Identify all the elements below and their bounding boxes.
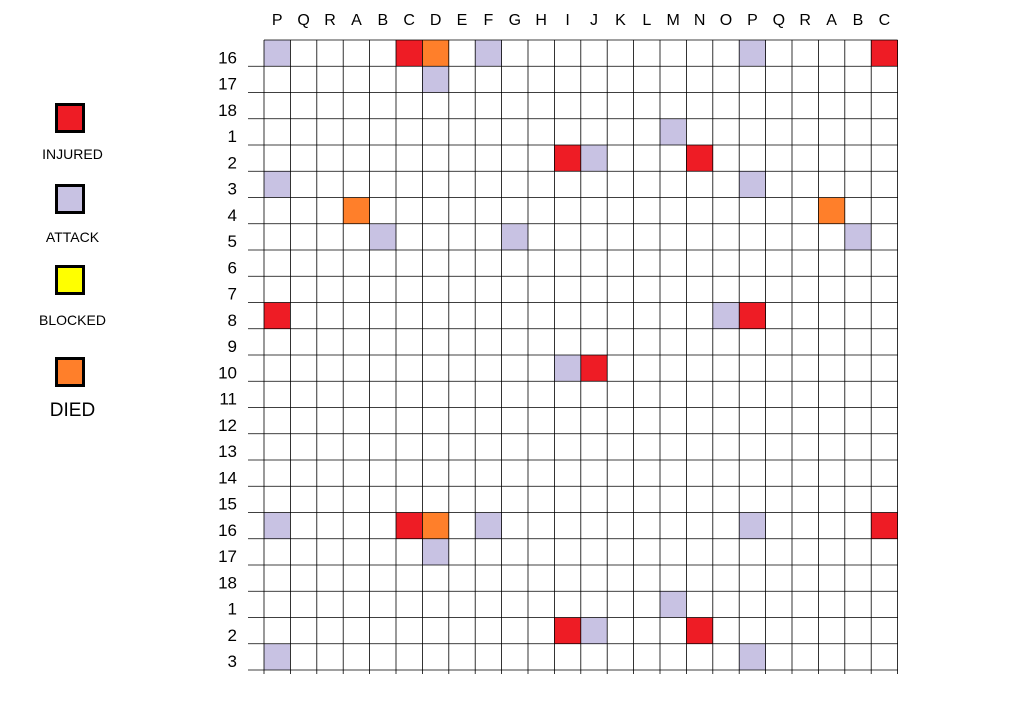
row-label: 18 [218, 573, 237, 592]
row-label: 18 [218, 101, 237, 120]
cell-attack [739, 512, 766, 539]
grid-cells [264, 40, 898, 670]
cell-attack [739, 40, 766, 67]
row-label: 14 [218, 468, 237, 487]
row-label: 3 [228, 652, 237, 671]
column-label: P [747, 12, 758, 29]
column-label: O [720, 12, 732, 29]
row-label: 5 [228, 232, 237, 251]
blocked-swatch [55, 265, 85, 295]
column-label: N [694, 12, 706, 29]
row-label: 1 [228, 600, 237, 619]
cell-injured [686, 617, 713, 644]
cell-died [422, 40, 449, 67]
column-label: C [403, 12, 415, 29]
cell-attack [369, 223, 396, 250]
row-label: 11 [219, 390, 237, 409]
cell-attack [660, 591, 687, 618]
cell-attack [501, 223, 528, 250]
column-label: G [509, 12, 521, 29]
injured-swatch [55, 103, 85, 133]
cell-attack [475, 40, 502, 67]
attack-swatch [55, 184, 85, 214]
cell-attack [264, 512, 291, 539]
column-label: B [377, 12, 388, 29]
row-label: 6 [228, 258, 237, 277]
legend: INJURED ATTACK BLOCKED DIED [0, 0, 150, 440]
cell-attack [844, 223, 872, 250]
cell-injured [264, 302, 291, 329]
cell-injured [739, 302, 766, 329]
column-label: A [351, 12, 362, 29]
cell-attack [739, 643, 766, 670]
row-label: 1 [228, 127, 237, 146]
column-label: Q [773, 12, 785, 29]
row-label: 16 [218, 521, 237, 540]
grid-lines [248, 39, 898, 674]
column-label: L [642, 12, 651, 29]
column-label: H [535, 12, 547, 29]
column-label: A [826, 12, 837, 29]
column-label: C [879, 12, 891, 29]
cell-attack [264, 171, 291, 198]
cell-injured [396, 40, 423, 67]
row-label: 8 [228, 311, 237, 330]
cell-injured [396, 512, 423, 539]
cell-attack [712, 302, 740, 329]
row-label: 2 [228, 626, 237, 645]
row-label: 17 [218, 75, 237, 94]
cell-injured [871, 512, 898, 539]
column-label: E [457, 12, 468, 29]
cell-attack [660, 118, 687, 145]
cell-died [343, 197, 370, 224]
column-label: F [484, 12, 494, 29]
column-label: B [853, 12, 864, 29]
cell-attack [475, 512, 502, 539]
cell-injured [686, 145, 713, 172]
row-label: 16 [218, 48, 237, 67]
cell-attack [264, 40, 291, 67]
row-label: 12 [218, 416, 237, 435]
cell-attack [422, 538, 449, 565]
cell-attack [739, 171, 766, 198]
cell-injured [871, 40, 898, 67]
column-label: M [667, 12, 680, 29]
row-label: 4 [228, 206, 237, 225]
cell-attack [580, 617, 608, 644]
blocked-label: BLOCKED [39, 312, 106, 328]
row-label: 13 [218, 442, 237, 461]
cell-attack [554, 355, 581, 382]
row-label: 15 [218, 495, 237, 514]
cell-died [818, 197, 845, 224]
column-label: Q [297, 12, 309, 29]
row-label: 10 [218, 363, 237, 382]
cell-injured [554, 145, 581, 172]
attack-label: ATTACK [45, 229, 100, 245]
row-label: 17 [218, 547, 237, 566]
row-label: 2 [228, 153, 237, 172]
row-label: 7 [228, 285, 237, 304]
cell-attack [264, 643, 291, 670]
row-label: 3 [228, 180, 237, 199]
died-label: DIED [49, 400, 96, 421]
column-label: J [590, 12, 598, 29]
row-label: 9 [228, 337, 237, 356]
column-label: I [565, 12, 569, 29]
cell-died [422, 512, 449, 539]
cell-injured [554, 617, 581, 644]
cell-injured [580, 355, 608, 382]
column-label: R [324, 12, 336, 29]
died-swatch [55, 357, 85, 387]
cell-attack [580, 145, 608, 172]
column-label: D [430, 12, 442, 29]
cell-attack [422, 66, 449, 93]
column-label: R [799, 12, 811, 29]
injured-label: INJURED [42, 146, 103, 162]
column-label: K [615, 12, 626, 29]
column-label: P [272, 12, 283, 29]
